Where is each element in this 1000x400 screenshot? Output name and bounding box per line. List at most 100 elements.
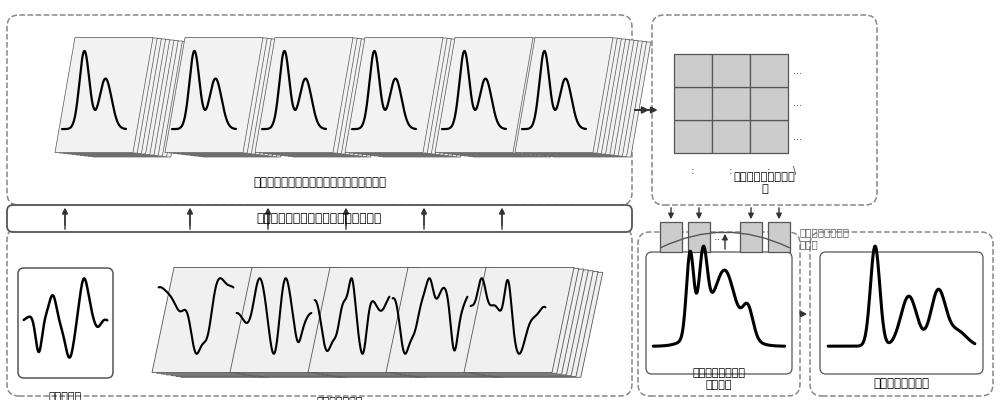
FancyBboxPatch shape <box>820 252 983 374</box>
Polygon shape <box>230 268 340 372</box>
Polygon shape <box>515 38 613 152</box>
Polygon shape <box>553 42 651 157</box>
Polygon shape <box>391 268 501 373</box>
Text: 步骤二：利用混合高斯模型的概率分布估计: 步骤二：利用混合高斯模型的概率分布估计 <box>253 176 386 190</box>
Polygon shape <box>405 271 515 376</box>
Text: 步骤一：基于动态时间规整的对齐方法: 步骤一：基于动态时间规整的对齐方法 <box>257 212 382 225</box>
Polygon shape <box>327 271 437 376</box>
Polygon shape <box>478 270 588 375</box>
Polygon shape <box>435 38 533 152</box>
Polygon shape <box>190 40 288 156</box>
Polygon shape <box>178 39 276 154</box>
Polygon shape <box>448 39 546 154</box>
Polygon shape <box>370 40 468 156</box>
Polygon shape <box>353 38 451 154</box>
Bar <box>768 222 790 252</box>
Polygon shape <box>166 270 276 375</box>
Text: \: \ <box>793 166 796 176</box>
Polygon shape <box>157 268 267 373</box>
Polygon shape <box>358 39 456 154</box>
Text: ...: ... <box>793 132 802 142</box>
Text: 步骤五：信号转换: 步骤五：信号转换 <box>874 377 930 390</box>
Polygon shape <box>235 268 345 373</box>
Polygon shape <box>452 40 550 154</box>
Polygon shape <box>469 268 579 373</box>
Bar <box>712 87 750 120</box>
Polygon shape <box>259 38 357 153</box>
Text: 步骤四：构建转换
目标向量: 步骤四：构建转换 目标向量 <box>692 368 746 390</box>
Polygon shape <box>176 272 286 376</box>
Polygon shape <box>456 40 554 155</box>
Polygon shape <box>383 42 481 157</box>
Polygon shape <box>410 272 520 376</box>
Polygon shape <box>464 41 562 156</box>
Polygon shape <box>254 272 364 376</box>
Polygon shape <box>469 42 567 156</box>
Polygon shape <box>443 38 541 154</box>
Polygon shape <box>540 40 638 156</box>
FancyBboxPatch shape <box>652 15 877 205</box>
Text: :: : <box>767 166 771 176</box>
Polygon shape <box>68 39 166 154</box>
Polygon shape <box>308 268 418 372</box>
Polygon shape <box>263 38 361 154</box>
Polygon shape <box>532 40 630 154</box>
Polygon shape <box>165 38 263 152</box>
Polygon shape <box>186 40 284 155</box>
Polygon shape <box>374 41 472 156</box>
Polygon shape <box>289 42 387 156</box>
Bar <box>750 87 788 120</box>
Polygon shape <box>460 40 558 156</box>
Polygon shape <box>280 40 378 156</box>
Polygon shape <box>332 272 442 376</box>
Bar <box>688 222 710 252</box>
Polygon shape <box>473 42 571 157</box>
Polygon shape <box>536 40 634 155</box>
Polygon shape <box>396 269 506 374</box>
Bar <box>712 120 750 153</box>
Polygon shape <box>549 42 647 156</box>
Polygon shape <box>162 269 272 374</box>
Polygon shape <box>337 272 447 377</box>
Polygon shape <box>72 40 170 154</box>
FancyBboxPatch shape <box>646 252 792 374</box>
Polygon shape <box>203 42 301 157</box>
Polygon shape <box>173 38 271 154</box>
Polygon shape <box>169 38 267 153</box>
Polygon shape <box>171 271 281 376</box>
Polygon shape <box>152 268 262 372</box>
Polygon shape <box>349 38 447 153</box>
Polygon shape <box>523 38 621 154</box>
Polygon shape <box>268 39 366 154</box>
Polygon shape <box>244 270 354 375</box>
Text: :: : <box>729 166 733 176</box>
Polygon shape <box>59 38 157 153</box>
Text: ...: ... <box>793 98 802 108</box>
Polygon shape <box>528 39 626 154</box>
Bar <box>674 87 712 120</box>
Polygon shape <box>80 40 178 156</box>
Polygon shape <box>276 40 374 155</box>
Text: 采集的信号: 采集的信号 <box>49 392 82 400</box>
Bar <box>740 222 762 252</box>
FancyBboxPatch shape <box>18 268 113 378</box>
Bar <box>674 54 712 87</box>
Polygon shape <box>366 40 464 155</box>
Text: :: : <box>691 166 695 176</box>
Polygon shape <box>386 268 496 372</box>
Bar <box>712 54 750 87</box>
Polygon shape <box>313 268 423 373</box>
Text: 搜索具有最短距离
的分量: 搜索具有最短距离 的分量 <box>800 227 850 249</box>
Polygon shape <box>199 42 297 156</box>
Text: ...: ... <box>714 232 724 242</box>
Polygon shape <box>293 42 391 157</box>
Text: 存储的模板信号: 存储的模板信号 <box>317 397 363 400</box>
Polygon shape <box>493 272 603 377</box>
Polygon shape <box>93 42 191 157</box>
Polygon shape <box>483 271 593 376</box>
FancyBboxPatch shape <box>7 228 632 396</box>
Polygon shape <box>345 38 443 152</box>
Polygon shape <box>519 38 617 153</box>
FancyBboxPatch shape <box>7 15 632 205</box>
Polygon shape <box>379 42 477 156</box>
